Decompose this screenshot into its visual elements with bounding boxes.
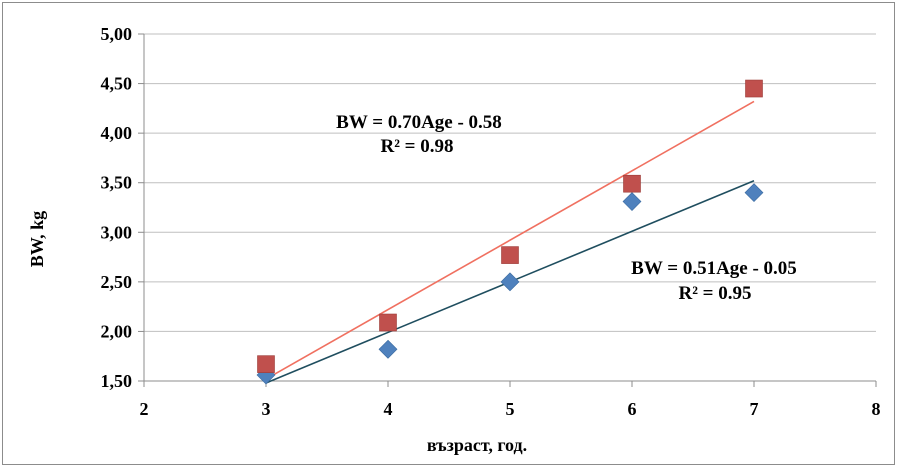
y-tick-label: 2,00: [101, 321, 133, 341]
data-point-series-2: [501, 246, 519, 264]
x-tick-label: 3: [262, 399, 271, 419]
x-tick-label: 5: [506, 399, 515, 419]
x-tick-label: 7: [750, 399, 759, 419]
data-point-series-1: [622, 192, 642, 211]
data-point-series-2: [257, 355, 275, 373]
series-1-r2: R² = 0.95: [679, 283, 752, 304]
x-tick-label: 2: [140, 399, 149, 419]
axes: [138, 33, 877, 387]
series-2-r2: R² = 0.98: [381, 136, 454, 157]
series-1-equation: BW = 0.51Age - 0.05: [631, 258, 797, 279]
y-tick-label: 4,00: [101, 123, 133, 143]
data-points: [256, 79, 764, 385]
y-axis-title: BW, kg: [27, 211, 47, 267]
trendline-series-2: [265, 100, 755, 380]
data-point-series-2: [379, 313, 397, 332]
x-tick-label: 4: [384, 399, 393, 419]
tick-labels: 1,50 2,00 2,50 3,00 3,50 4,00 4,50 5,00 2 3 4 5 6 7 8: [101, 24, 881, 419]
data-point-series-1: [378, 339, 398, 359]
trendlines: [265, 100, 755, 384]
x-tick-label: 6: [628, 399, 637, 419]
y-tick-label: 5,00: [101, 24, 133, 44]
x-axis-title: възраст, год.: [427, 435, 527, 455]
data-point-series-2: [745, 79, 763, 98]
gridlines: [144, 33, 876, 332]
x-tick-label: 8: [872, 399, 881, 419]
series-2-equation: BW = 0.70Age - 0.58: [336, 112, 502, 133]
data-point-series-1: [744, 183, 764, 203]
scatter-chart: 1,502,002,503,003,504,004,505,002 3 4 5 6 7 8 …: [27, 24, 881, 455]
y-tick-label: 1,50: [101, 371, 133, 391]
data-point-series-2: [623, 174, 641, 193]
y-tick-label: 2,50: [101, 272, 133, 292]
y-tick-label: 3,50: [101, 173, 133, 193]
y-tick-label: 3,00: [101, 222, 133, 242]
y-tick-label: 4,50: [101, 74, 133, 94]
data-point-series-1: [500, 272, 520, 292]
